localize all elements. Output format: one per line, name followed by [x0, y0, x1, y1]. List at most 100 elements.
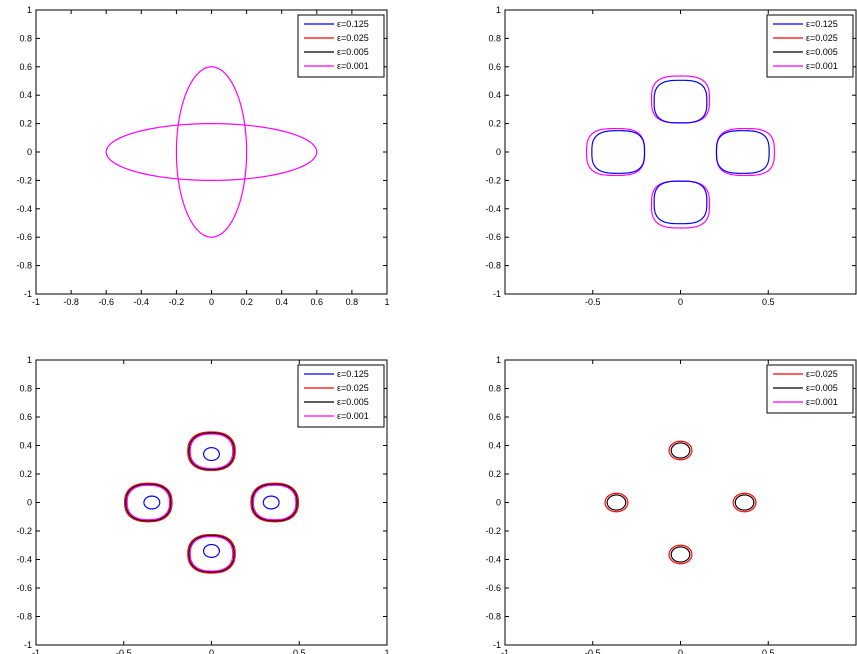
x-tick-label: 0 [678, 648, 683, 654]
x-tick-label: 0.4 [275, 297, 288, 307]
subplot-4: -1 -0.5 0 0.5 -1 -0.8 -0.6 -0.4 -0.2 0 0.2 0.4 0.6 0.… [485, 355, 857, 654]
x-tick-label: 0.5 [762, 297, 775, 307]
y-tick-label: 0.8 [19, 384, 32, 394]
series-curve-6 [606, 494, 627, 511]
y-tick-label: 0.4 [488, 90, 501, 100]
subplot-grid: -1 -0.8 -0.6 -0.4 -0.2 0 0.2 0.4 0.6 0.8 1 -1 -0.8 -0… [16, 5, 857, 654]
subplot-3: -1 -0.5 0 0.5 1 -1 -0.8 -0.6 -0.4 -0.2 0 0.2 0.4 0.6 0… [16, 355, 389, 654]
x-tick-label: 0 [678, 297, 683, 307]
series-curve-4 [202, 447, 221, 462]
legend-label: ε=0.001 [337, 61, 369, 71]
series-curve-2 [653, 79, 708, 124]
subplot-1: -1 -0.8 -0.6 -0.4 -0.2 0 0.2 0.4 0.6 0.8 1 -1 -0.8 -0… [16, 5, 389, 307]
legend-box [297, 14, 385, 78]
y-tick-label: -0.6 [485, 232, 501, 242]
y-tick-label: 1 [496, 355, 501, 365]
legend-label: ε=0.005 [806, 383, 838, 393]
series-curve-2 [175, 66, 248, 238]
legend-label: ε=0.005 [337, 47, 369, 57]
plot-area [586, 75, 775, 229]
y-tick-label: -0.2 [16, 175, 32, 185]
y-tick-label: 0.2 [19, 469, 32, 479]
x-tick-label: 0.8 [346, 297, 359, 307]
legend-label: ε=0.025 [337, 383, 369, 393]
legend-label: ε=0.005 [806, 47, 838, 57]
series-curve-1 [668, 440, 693, 461]
series-curve-5 [586, 127, 646, 177]
y-tick-label: -1 [24, 289, 32, 299]
y-tick-label: -0.2 [485, 175, 501, 185]
y-tick-label: 0.2 [488, 469, 501, 479]
series-curve-4 [670, 546, 691, 563]
y-tick-label: -0.6 [16, 232, 32, 242]
y-tick-label: 0.4 [488, 441, 501, 451]
y-tick-label: 0.4 [19, 90, 32, 100]
series-curve-3 [189, 433, 234, 470]
legend: ε=0.025 ε=0.005 ε=0.001 [766, 364, 854, 414]
x-tick-label: 0.6 [311, 297, 324, 307]
y-tick-label: -0.4 [485, 204, 501, 214]
legend: ε=0.125 ε=0.025 ε=0.005 ε=0.001 [766, 14, 854, 78]
y-tick-label: 0 [496, 498, 501, 508]
legend: ε=0.125 ε=0.025 ε=0.005 ε=0.001 [297, 364, 385, 428]
y-tick-label: 0.4 [19, 441, 32, 451]
series-curve-10 [125, 483, 172, 522]
legend-box [766, 364, 854, 414]
y-tick-label: -0.2 [16, 526, 32, 536]
y-tick-label: 1 [496, 5, 501, 15]
y-tick-label: 1 [27, 5, 32, 15]
y-tick-label: -0.6 [485, 583, 501, 593]
plot-area [604, 440, 757, 565]
series-curve-1 [187, 431, 236, 472]
y-tick-label: 0.8 [488, 384, 501, 394]
y-tick-label: 0.2 [19, 119, 32, 129]
series-curve-2 [188, 432, 235, 471]
y-tick-label: -0.8 [16, 612, 32, 622]
series-curve-5 [604, 492, 629, 513]
y-tick-label: -0.8 [16, 261, 32, 271]
series-curve-9 [124, 482, 173, 523]
y-tick-label: 0.2 [488, 119, 501, 129]
series-curve-2 [670, 442, 691, 459]
x-tick-label: -1 [501, 648, 509, 654]
series-curve-4 [653, 180, 708, 225]
series-curve-12 [143, 495, 161, 510]
series-curve-15 [252, 484, 297, 521]
y-tick-label: 0.6 [488, 412, 501, 422]
legend-label: ε=0.025 [337, 33, 369, 43]
series-curve-16 [262, 495, 280, 510]
series-curve-6 [188, 534, 235, 573]
series-curve-3 [668, 544, 693, 565]
plot-area [124, 431, 299, 574]
legend-label: ε=0.025 [806, 33, 838, 43]
y-tick-label: -0.2 [485, 526, 501, 536]
legend-label: ε=0.025 [806, 369, 838, 379]
y-tick-label: 0 [27, 498, 32, 508]
y-tick-label: 0.8 [19, 33, 32, 43]
x-tick-label: 0.5 [293, 648, 306, 654]
legend-label: ε=0.005 [337, 397, 369, 407]
legend-box [297, 364, 385, 428]
series-curve-1 [105, 122, 318, 182]
y-tick-label: 1 [27, 355, 32, 365]
legend-box [766, 14, 854, 78]
x-tick-label: -0.4 [134, 297, 150, 307]
legend-label: ε=0.001 [806, 61, 838, 71]
y-tick-label: 0 [27, 147, 32, 157]
x-tick-label: -0.6 [98, 297, 114, 307]
series-curve-5 [187, 533, 236, 574]
series-curve-6 [591, 130, 646, 174]
y-tick-label: 0.6 [488, 62, 501, 72]
x-tick-label: 0.2 [240, 297, 253, 307]
x-tick-label: 0.5 [762, 648, 775, 654]
legend-label: ε=0.001 [337, 411, 369, 421]
series-curve-8 [715, 130, 770, 174]
legend-label: ε=0.125 [337, 369, 369, 379]
y-tick-label: -0.8 [485, 261, 501, 271]
series-curve-7 [189, 535, 234, 572]
x-tick-label: -1 [32, 648, 40, 654]
x-tick-label: -0.5 [585, 648, 601, 654]
x-tick-label: -0.2 [169, 297, 185, 307]
